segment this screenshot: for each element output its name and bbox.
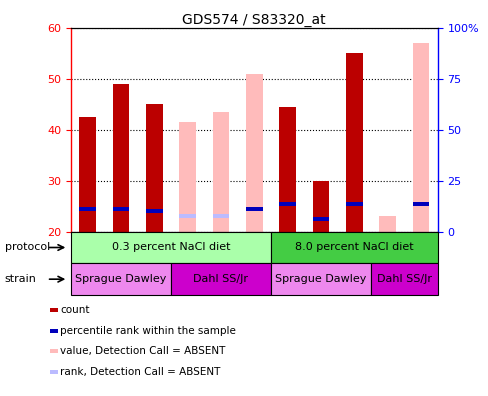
- Text: value, Detection Call = ABSENT: value, Detection Call = ABSENT: [60, 346, 225, 356]
- Bar: [50, 329, 58, 333]
- Text: count: count: [60, 305, 89, 315]
- Bar: [179, 214, 196, 219]
- Bar: [145, 209, 162, 213]
- Bar: [312, 217, 328, 221]
- Bar: [79, 207, 96, 211]
- Bar: [379, 216, 395, 232]
- Bar: [50, 308, 58, 312]
- Bar: [346, 53, 362, 232]
- Bar: [270, 232, 437, 263]
- Bar: [50, 369, 58, 373]
- Text: Sprague Dawley: Sprague Dawley: [275, 274, 366, 284]
- Bar: [112, 84, 129, 232]
- Bar: [270, 263, 370, 295]
- Bar: [145, 104, 162, 232]
- Text: strain: strain: [5, 274, 37, 284]
- Text: rank, Detection Call = ABSENT: rank, Detection Call = ABSENT: [60, 367, 220, 377]
- Bar: [71, 232, 270, 263]
- Bar: [50, 349, 58, 353]
- Bar: [346, 202, 362, 206]
- Bar: [245, 207, 262, 211]
- Text: percentile rank within the sample: percentile rank within the sample: [60, 326, 235, 336]
- Bar: [279, 107, 295, 232]
- Text: Sprague Dawley: Sprague Dawley: [75, 274, 166, 284]
- Bar: [370, 263, 437, 295]
- Text: 0.3 percent NaCl diet: 0.3 percent NaCl diet: [111, 242, 230, 253]
- Text: protocol: protocol: [5, 242, 50, 253]
- Bar: [412, 202, 428, 206]
- Text: 8.0 percent NaCl diet: 8.0 percent NaCl diet: [294, 242, 413, 253]
- Bar: [79, 117, 96, 232]
- Text: Dahl SS/Jr: Dahl SS/Jr: [193, 274, 248, 284]
- Bar: [179, 122, 196, 232]
- Title: GDS574 / S83320_at: GDS574 / S83320_at: [182, 13, 325, 27]
- Bar: [71, 263, 171, 295]
- Bar: [212, 214, 229, 219]
- Bar: [245, 74, 262, 232]
- Bar: [171, 263, 270, 295]
- Text: Dahl SS/Jr: Dahl SS/Jr: [376, 274, 431, 284]
- Bar: [312, 181, 328, 232]
- Bar: [412, 43, 428, 232]
- Bar: [279, 202, 295, 206]
- Bar: [212, 112, 229, 232]
- Bar: [412, 202, 428, 206]
- Bar: [112, 207, 129, 211]
